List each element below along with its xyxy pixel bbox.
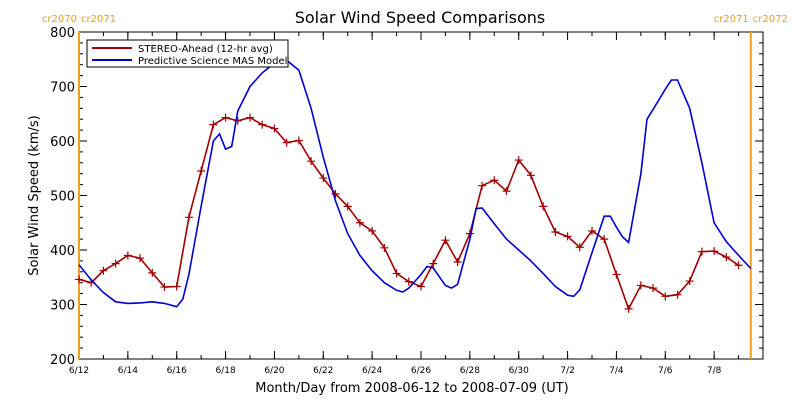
series-mas-model — [78, 59, 752, 308]
data-point — [221, 113, 230, 122]
data-point — [111, 259, 120, 268]
data-point — [673, 290, 682, 299]
legend-box — [86, 39, 289, 68]
data-point — [710, 247, 719, 256]
data-point — [99, 266, 108, 275]
data-point — [197, 166, 206, 175]
data-point — [490, 176, 499, 185]
y-tick-label: 500 — [50, 190, 75, 205]
x-tick-label: 6/28 — [460, 366, 480, 376]
data-point — [722, 253, 731, 262]
data-point — [502, 187, 511, 196]
legend: STEREO-Ahead (12-hr avg)Predictive Scien… — [86, 39, 289, 68]
data-point — [392, 269, 401, 278]
data-point — [661, 292, 670, 301]
data-point — [514, 156, 523, 165]
y-axis-label: Solar Wind Speed (km/s) — [27, 115, 42, 275]
x-tick-label: 7/4 — [609, 366, 624, 376]
data-point — [551, 228, 560, 237]
data-point — [258, 120, 267, 129]
carrington-label-before: cr2071 — [714, 14, 749, 25]
data-point — [343, 202, 352, 211]
data-point — [697, 247, 706, 256]
x-tick-label: 6/16 — [167, 366, 187, 376]
chart-title: Solar Wind Speed Comparisons — [295, 8, 546, 27]
data-point — [282, 138, 291, 147]
data-point — [319, 174, 328, 183]
y-tick-label: 700 — [50, 81, 75, 96]
x-tick-label: 6/26 — [411, 366, 431, 376]
x-tick-label: 6/30 — [509, 366, 529, 376]
data-point — [588, 226, 596, 235]
data-point — [123, 251, 132, 260]
data-point — [148, 268, 157, 277]
data-point — [380, 243, 389, 252]
data-point — [636, 281, 645, 290]
x-axis-label: Month/Day from 2008-06-12 to 2008-07-09 … — [255, 381, 568, 396]
data-point — [453, 257, 462, 266]
x-tick-label: 6/22 — [313, 366, 333, 376]
data-point — [526, 171, 535, 180]
legend-label: STEREO-Ahead (12-hr avg) — [138, 44, 273, 55]
y-axis: 200 300 400 500 600 700 800 — [50, 26, 763, 368]
data-point — [417, 282, 425, 291]
carrington-rotation-labels: cr2070 cr2071 cr2071 cr2072 — [42, 14, 788, 25]
data-point — [75, 275, 83, 284]
x-tick-label: 7/8 — [707, 366, 722, 376]
carrington-label-after: cr2072 — [753, 14, 788, 25]
plot-frame — [78, 31, 764, 360]
data-point — [172, 282, 181, 291]
x-tick-label: 6/12 — [69, 366, 89, 376]
data-point — [136, 254, 145, 263]
data-point — [612, 270, 621, 279]
data-point — [478, 181, 487, 190]
x-tick-label: 7/2 — [560, 366, 574, 376]
data-point — [563, 232, 572, 241]
data-point — [368, 226, 377, 235]
data-point — [307, 157, 316, 166]
y-tick-label: 200 — [50, 353, 75, 368]
data-point — [355, 218, 364, 227]
data-point — [600, 235, 609, 244]
x-tick-label: 6/18 — [215, 366, 235, 376]
y-tick-label: 300 — [50, 299, 75, 314]
data-point — [685, 277, 694, 286]
x-tick-label: 6/24 — [362, 366, 382, 376]
data-point — [539, 202, 548, 211]
data-point — [649, 284, 658, 293]
y-tick-label: 600 — [50, 135, 75, 150]
data-point — [734, 261, 743, 270]
data-point — [294, 136, 303, 145]
data-point — [246, 113, 254, 122]
data-point — [404, 277, 413, 286]
data-point — [233, 116, 242, 125]
series-line — [78, 59, 752, 308]
x-tick-label: 6/20 — [264, 366, 284, 376]
x-tick-label: 6/14 — [118, 366, 138, 376]
data-point — [160, 283, 169, 292]
carrington-label-before: cr2070 — [42, 14, 77, 25]
x-axis: 6/12 6/14 6/16 6/18 6/20 6/22 6/24 6/26 6/28 6/30… — [69, 32, 764, 376]
data-point — [441, 236, 450, 245]
carrington-label-after: cr2071 — [81, 14, 116, 25]
data-point — [575, 243, 584, 252]
data-point — [624, 304, 633, 313]
y-tick-label: 400 — [50, 244, 75, 259]
series-stereo-ahead — [75, 113, 743, 313]
data-point — [270, 124, 279, 133]
legend-label: Predictive Science MAS Model — [138, 56, 287, 67]
data-point — [184, 213, 193, 222]
data-point — [209, 120, 218, 129]
y-tick-label: 800 — [50, 26, 75, 41]
data-point — [429, 259, 438, 268]
carrington-rotation-lines — [78, 32, 752, 359]
x-tick-label: 7/6 — [658, 366, 673, 376]
series-layer — [75, 59, 752, 313]
